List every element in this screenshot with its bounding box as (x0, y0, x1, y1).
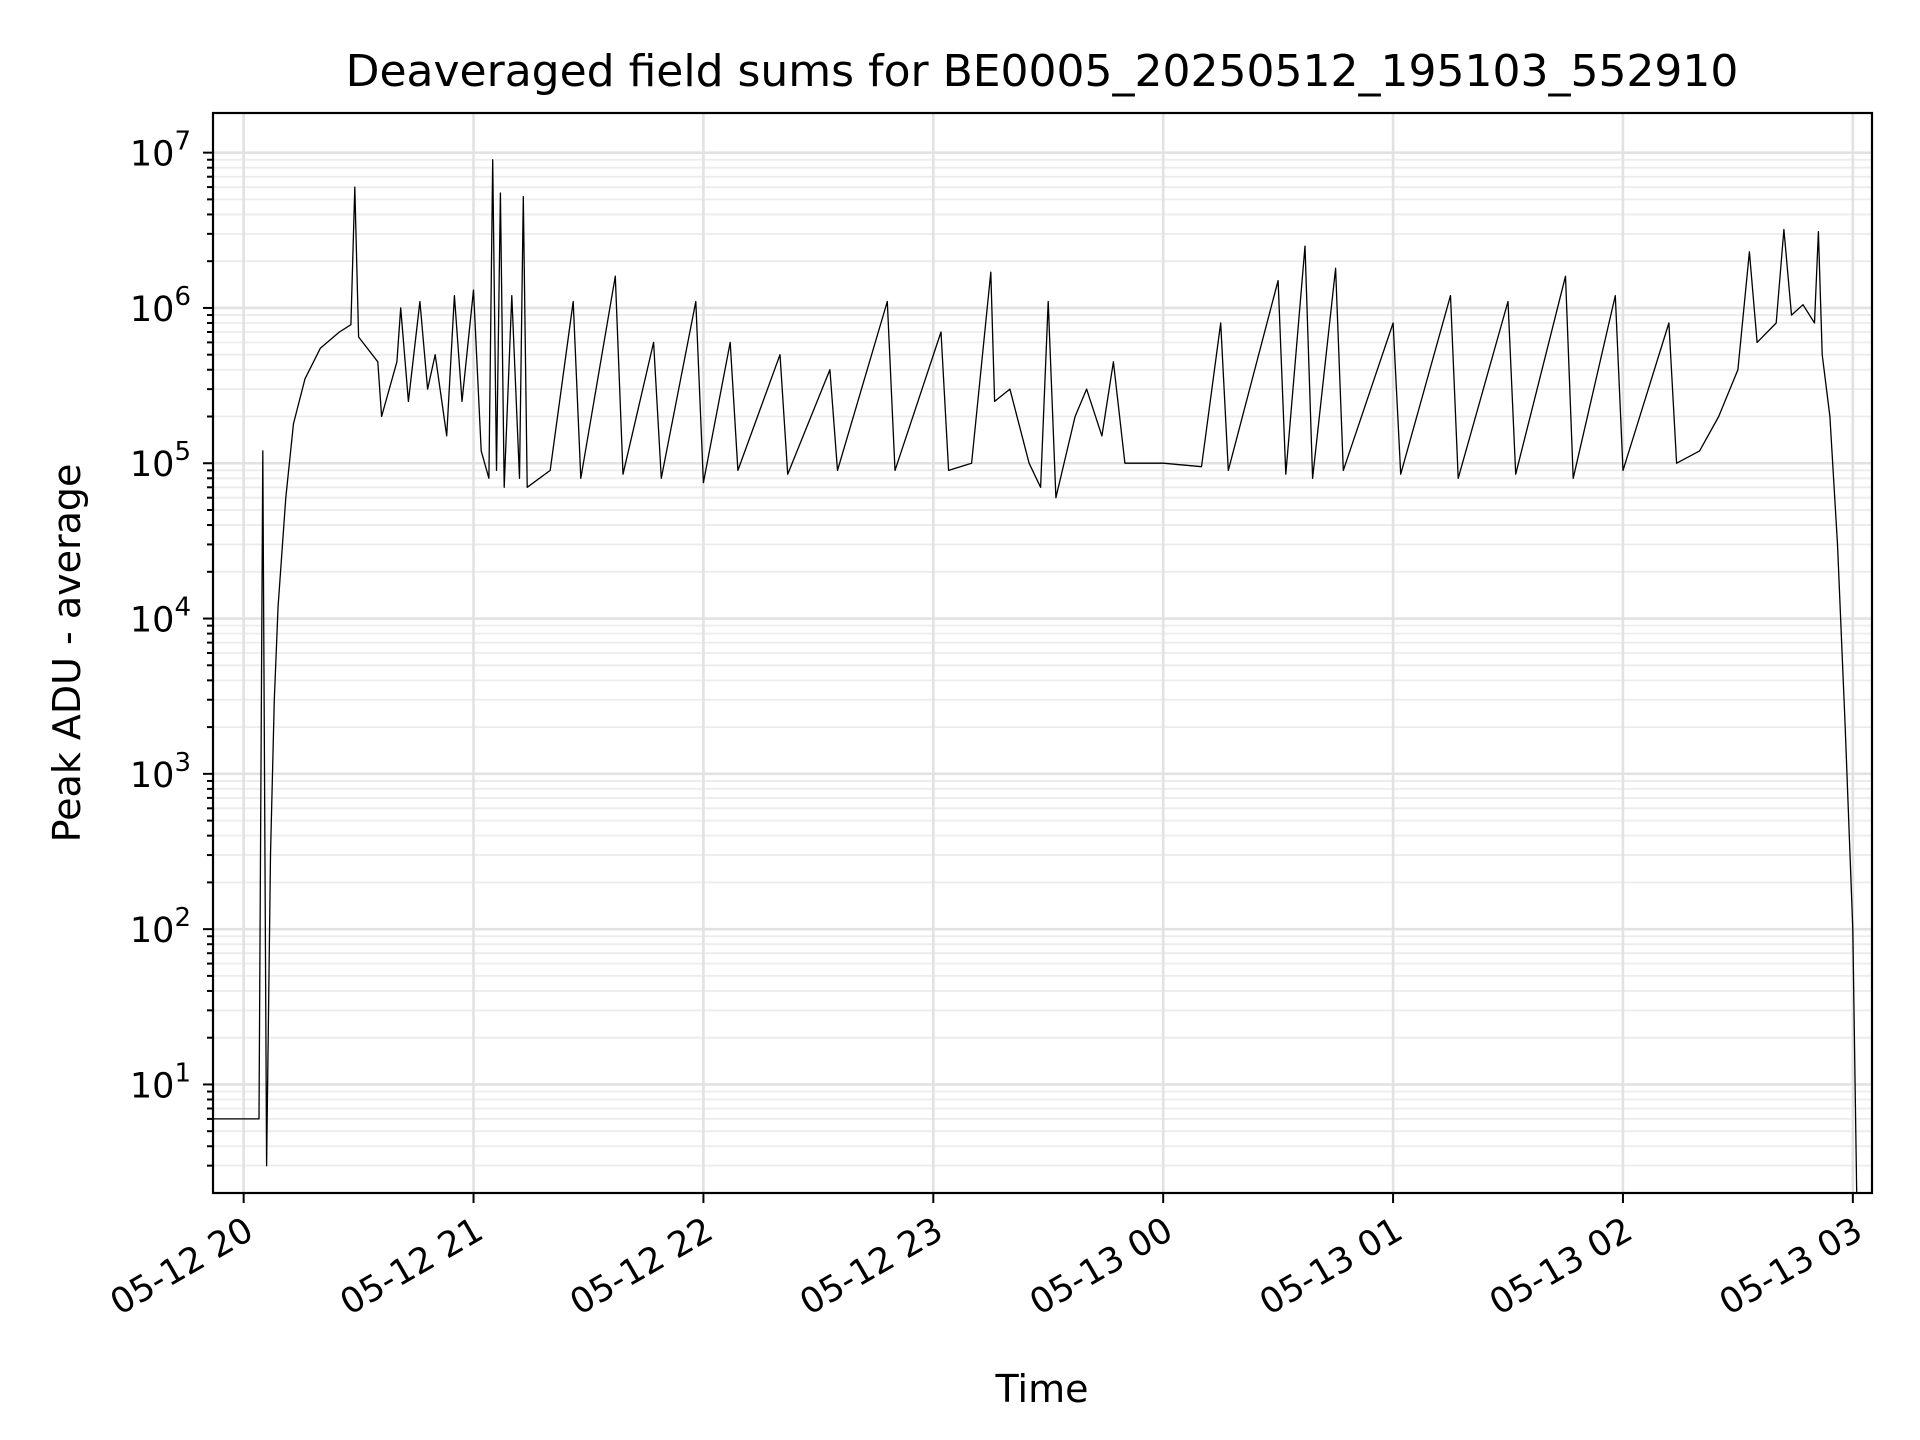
x-axis-label: Time (995, 1367, 1089, 1411)
y-tick-label: 107 (130, 127, 191, 175)
minor-gridlines (213, 158, 1872, 1167)
y-tick-label: 104 (130, 593, 191, 641)
y-tick-label: 105 (130, 437, 191, 485)
y-axis-label: Peak ADU - average (45, 464, 89, 843)
data-series-line (213, 159, 1858, 1194)
y-tick-label: 101 (130, 1058, 191, 1106)
major-gridlines (213, 113, 1872, 1193)
y-tick-label: 102 (130, 903, 191, 951)
y-tick-label: 103 (130, 748, 191, 796)
chart-title: Deaveraged field sums for BE0005_2025051… (346, 46, 1739, 97)
y-tick-label: 106 (130, 282, 191, 330)
series-layer (213, 159, 1858, 1194)
y-axis-ticks: 101 102 103 104 105 106 107 (130, 127, 213, 1167)
